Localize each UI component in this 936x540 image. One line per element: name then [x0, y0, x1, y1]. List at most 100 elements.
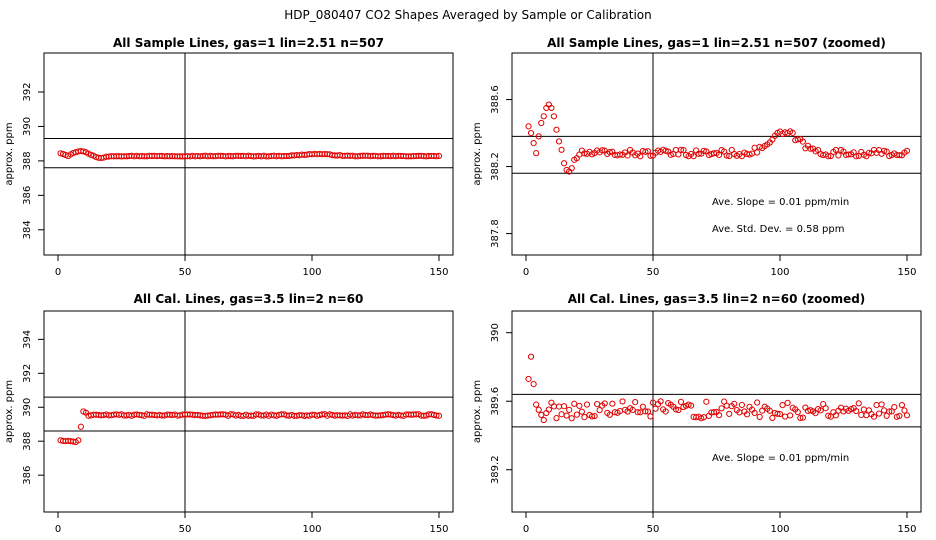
data-point	[588, 413, 596, 420]
panel-title: All Sample Lines, gas=1 lin=2.51 n=507	[113, 36, 384, 50]
data-point	[578, 408, 585, 415]
annotation: Ave. Std. Dev. = 0.58 ppm	[712, 224, 844, 235]
y-tick-label: 389.6	[490, 387, 501, 416]
data-point	[527, 129, 535, 137]
data-point	[853, 407, 860, 415]
data-point	[794, 136, 801, 143]
data-point	[583, 401, 591, 408]
x-tick-label: 0	[55, 267, 61, 278]
data-point	[553, 415, 560, 422]
data-point	[77, 423, 84, 430]
data-point	[624, 152, 631, 159]
data-point	[779, 402, 786, 409]
data-point	[616, 151, 624, 158]
data-point	[776, 410, 784, 418]
data-point	[647, 413, 654, 420]
data-point	[433, 412, 440, 419]
data-point	[832, 412, 839, 419]
data-point	[878, 401, 885, 408]
data-point	[629, 406, 636, 414]
y-tick-label: 392	[22, 364, 33, 383]
plot-frame	[511, 310, 922, 513]
data-point	[822, 405, 829, 412]
data-point	[807, 145, 814, 152]
data-point	[754, 399, 761, 406]
data-point	[898, 401, 906, 409]
data-point	[675, 406, 682, 414]
data-point	[525, 123, 532, 130]
y-axis-label: approx. ppm	[4, 122, 15, 185]
x-tick-label: 150	[897, 267, 916, 278]
data-point	[799, 414, 806, 421]
data-point	[896, 152, 903, 159]
data-point	[540, 113, 547, 120]
data-point	[695, 150, 702, 157]
figure-title: HDP_080407 CO2 Shapes Averaged by Sample…	[284, 8, 651, 22]
data-point	[530, 380, 537, 388]
data-point	[677, 146, 685, 154]
data-point	[710, 409, 718, 416]
x-tick-label: 50	[647, 524, 660, 535]
data-point	[774, 410, 781, 417]
data-point	[606, 411, 613, 418]
x-tick-label: 0	[523, 267, 529, 278]
data-point	[435, 152, 443, 160]
data-point	[718, 405, 725, 412]
x-tick-label: 0	[523, 524, 529, 535]
data-point	[568, 415, 575, 422]
data-point	[690, 153, 697, 160]
data-point	[535, 133, 542, 140]
data-point	[606, 149, 613, 156]
data-point	[581, 414, 588, 421]
y-tick-label: 390	[22, 398, 33, 417]
data-point	[787, 412, 794, 419]
y-tick-label: 388	[22, 432, 33, 451]
data-point	[433, 153, 440, 160]
data-point	[568, 165, 575, 172]
data-point	[784, 399, 791, 407]
y-axis-label: approx. ppm	[472, 122, 483, 185]
y-axis-label: approx. ppm	[472, 380, 483, 443]
data-point	[548, 104, 555, 112]
data-point	[75, 437, 82, 444]
data-point	[525, 375, 532, 383]
data-point	[550, 113, 558, 120]
y-tick-label: 394	[22, 330, 33, 349]
annotation: Ave. Slope = 0.01 ppm/min	[712, 453, 849, 464]
data-point	[789, 129, 796, 136]
data-point	[533, 401, 540, 408]
panel-sample-lines-zoomed: All Sample Lines, gas=1 lin=2.51 n=507 (…	[472, 36, 922, 278]
data-point	[743, 411, 751, 418]
panel-sample-lines: All Sample Lines, gas=1 lin=2.51 n=507 ap…	[4, 36, 454, 278]
plot-frame	[43, 52, 454, 256]
panel-title: All Cal. Lines, gas=3.5 lin=2 n=60	[134, 292, 364, 306]
x-tick-label: 50	[179, 267, 192, 278]
y-axis-label: approx. ppm	[4, 380, 15, 443]
data-point	[558, 146, 565, 153]
data-point	[903, 412, 911, 419]
data-point	[642, 148, 649, 155]
data-point	[527, 353, 535, 360]
y-tick-label: 386	[22, 466, 33, 485]
data-point	[794, 408, 801, 416]
data-point	[756, 413, 763, 420]
data-point	[688, 402, 695, 409]
data-point	[870, 413, 878, 420]
x-tick-label: 100	[302, 524, 321, 535]
x-tick-label: 100	[770, 524, 789, 535]
data-point	[825, 153, 832, 160]
data-point	[731, 400, 738, 407]
data-point	[596, 407, 603, 414]
annotation: Ave. Slope = 0.01 ppm/min	[712, 197, 849, 208]
data-point	[647, 152, 654, 159]
data-point	[566, 406, 573, 413]
data-point	[530, 140, 537, 147]
y-tick-label: 388.2	[490, 152, 501, 181]
data-point	[639, 403, 646, 410]
data-point	[644, 408, 652, 415]
y-tick-label: 388	[22, 151, 33, 170]
x-tick-label: 150	[429, 524, 448, 535]
panel-cal-lines: All Cal. Lines, gas=3.5 lin=2 n=60 approx…	[4, 292, 454, 535]
